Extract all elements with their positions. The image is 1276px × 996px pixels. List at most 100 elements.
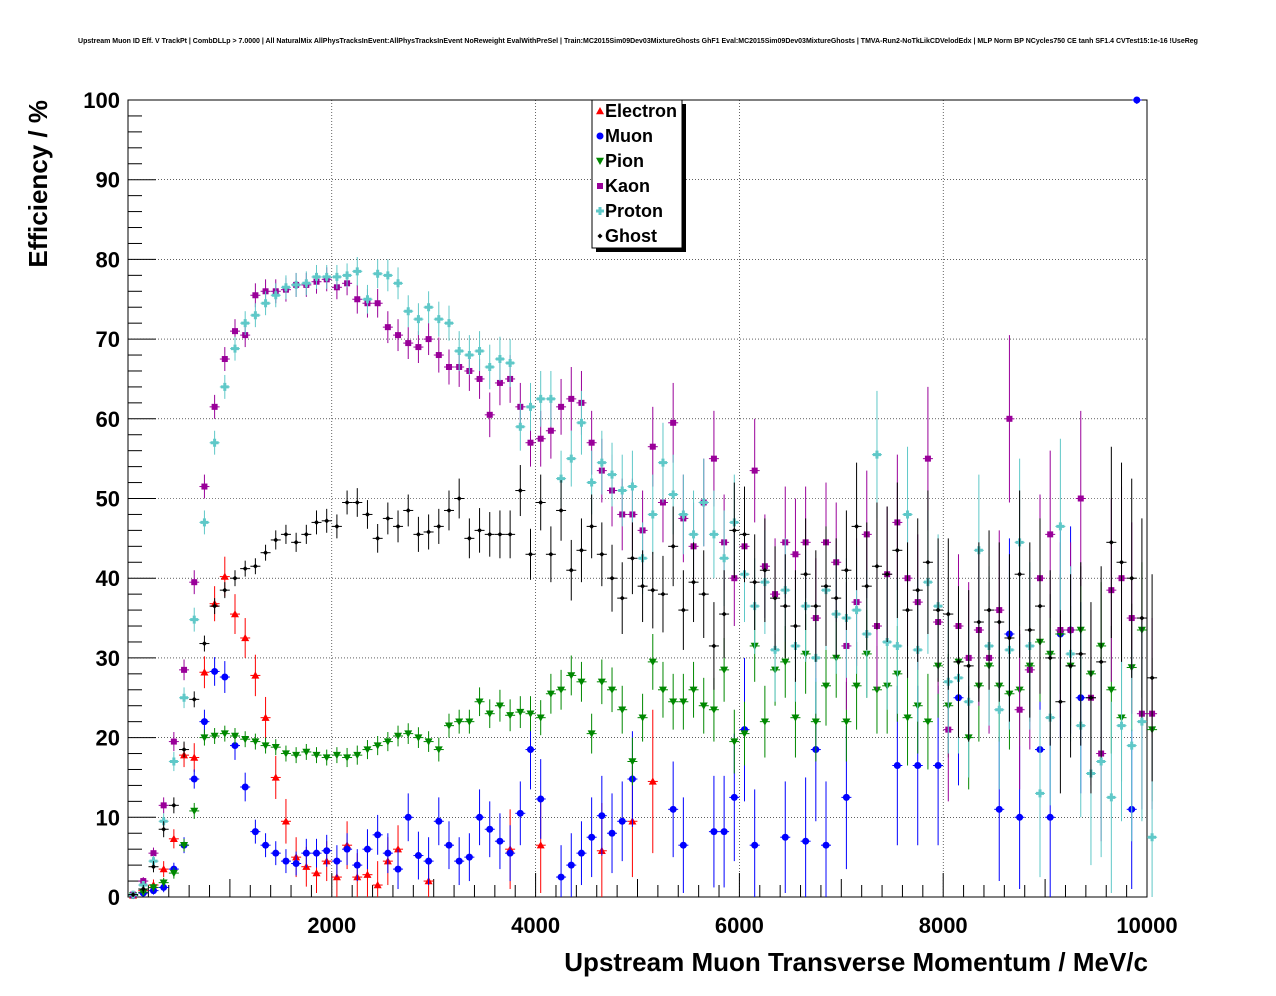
data-point	[802, 837, 810, 845]
data-point	[344, 499, 350, 506]
data-point	[435, 352, 442, 359]
data-point	[485, 710, 494, 718]
data-point	[281, 817, 290, 825]
data-point	[618, 706, 627, 714]
data-point	[383, 271, 392, 280]
data-point	[384, 324, 391, 331]
data-point	[760, 718, 769, 726]
data-point	[394, 845, 403, 853]
data-point	[833, 595, 839, 601]
data-point	[608, 470, 617, 479]
data-point	[680, 607, 686, 613]
data-point	[670, 543, 676, 549]
data-point	[251, 671, 260, 679]
data-point	[914, 761, 922, 769]
data-point	[650, 587, 656, 593]
data-point	[169, 757, 178, 766]
data-point	[435, 817, 443, 825]
data-point	[852, 606, 861, 615]
data-point	[415, 344, 422, 351]
data-point	[230, 610, 239, 618]
data-point	[690, 579, 697, 585]
data-point	[843, 567, 849, 573]
data-point	[874, 563, 880, 569]
data-point	[497, 531, 503, 537]
legend-marker-kaon	[597, 183, 603, 189]
axis-ticks	[128, 99, 1148, 898]
data-point	[332, 272, 341, 281]
data-point	[424, 303, 433, 312]
data-point	[436, 523, 442, 529]
data-point	[251, 828, 259, 836]
data-point	[455, 857, 463, 865]
y-tick-labels: 0 10 20 30 40 50 60 70 80 90 100	[83, 88, 120, 910]
y-tick-label: 0	[108, 885, 120, 910]
data-point	[730, 793, 738, 801]
data-point	[577, 849, 585, 857]
data-point	[169, 869, 178, 878]
data-point	[293, 539, 299, 545]
data-point	[373, 881, 382, 889]
data-point	[517, 487, 523, 494]
y-tick-label: 90	[96, 168, 120, 193]
data-point	[893, 761, 901, 769]
data-point	[976, 619, 982, 625]
x-tick-label: 8000	[919, 913, 968, 938]
data-point	[711, 643, 717, 649]
data-point	[333, 857, 341, 865]
data-point	[230, 344, 239, 353]
data-point	[1139, 615, 1145, 621]
data-point	[281, 750, 290, 758]
data-point	[1057, 699, 1063, 705]
data-point	[1046, 813, 1054, 821]
legend-marker-electron	[596, 107, 604, 115]
x-tick-label: 10000	[1116, 913, 1177, 938]
data-point	[262, 841, 270, 849]
data-point	[699, 498, 708, 507]
data-point	[180, 693, 189, 702]
legend-marker-proton	[596, 207, 604, 215]
legend-label-electron: Electron	[605, 101, 677, 121]
data-point	[302, 849, 310, 857]
data-point	[363, 295, 372, 304]
x-axis-label: Upstream Muon Transverse Momentum / MeV/…	[564, 947, 1148, 977]
data-point	[414, 734, 423, 742]
data-point	[995, 805, 1003, 813]
data-point	[709, 530, 718, 539]
data-point	[181, 747, 187, 753]
data-point	[1078, 651, 1084, 657]
data-point	[567, 454, 576, 463]
data-point	[383, 738, 392, 746]
data-point	[292, 751, 301, 760]
data-point	[842, 793, 850, 801]
chart-title: Upstream Muon ID Eff. V TrackPt | CombDL…	[78, 38, 1198, 45]
data-point	[669, 490, 678, 499]
data-point	[1097, 757, 1106, 766]
data-point	[527, 439, 534, 446]
data-point	[323, 847, 331, 855]
data-point	[903, 714, 912, 722]
data-point	[282, 857, 290, 865]
data-point	[587, 478, 596, 487]
data-point	[966, 663, 972, 669]
data-point	[332, 751, 341, 760]
data-point	[925, 559, 931, 565]
data-point	[648, 510, 657, 519]
data-point	[230, 732, 239, 741]
data-point	[660, 591, 666, 597]
data-point	[445, 841, 453, 849]
data-point	[730, 738, 739, 746]
data-point	[415, 531, 421, 537]
data-point	[1108, 539, 1114, 545]
data-point	[353, 751, 362, 760]
data-point	[1016, 813, 1024, 821]
data-point	[557, 474, 566, 483]
data-point	[283, 531, 289, 537]
data-point	[781, 833, 789, 841]
data-point	[986, 607, 992, 613]
data-point	[220, 730, 229, 738]
data-point	[210, 438, 219, 447]
data-point	[762, 567, 768, 573]
data-point	[1098, 659, 1104, 665]
data-point	[536, 394, 545, 403]
